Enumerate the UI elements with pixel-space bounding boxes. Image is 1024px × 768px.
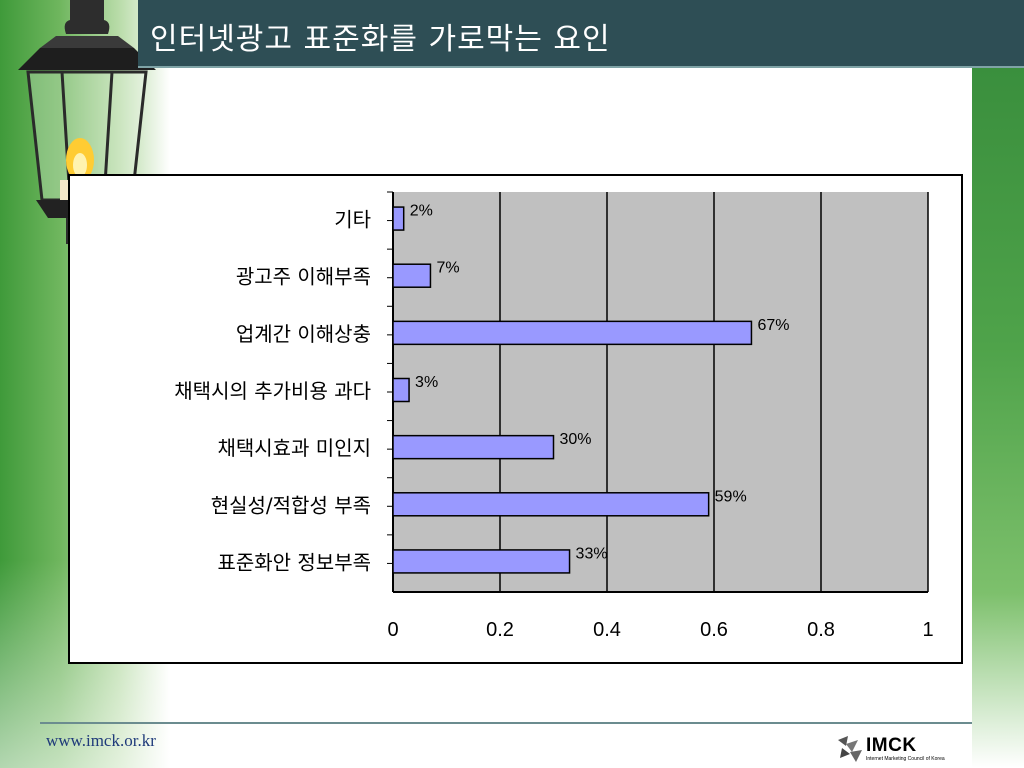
x-tick-label: 0.8: [807, 619, 835, 641]
data-label: 67%: [757, 317, 789, 334]
category-label: 채택시의 추가비용 과다: [174, 379, 371, 403]
x-tick-label: 0.2: [486, 619, 514, 641]
bar: [392, 206, 405, 231]
data-label: 59%: [715, 488, 747, 505]
bar: [392, 492, 710, 517]
footer-divider: [40, 722, 972, 724]
x-tick-label: 0.6: [700, 619, 728, 641]
chart-frame: 0 0.2 0.4 0.6 0.8 1 기타 2% 광고주 이해부족 7% 업계간 이해상충 67% 채…: [68, 174, 963, 664]
bar: [392, 320, 753, 346]
logo-text: IMCK: [866, 735, 917, 756]
bar: [392, 549, 571, 574]
category-label: 기타: [334, 208, 371, 232]
bar-chart: 0 0.2 0.4 0.6 0.8 1 기타 2% 광고주 이해부족 7% 업계간 이해상충 67% 채…: [174, 191, 934, 641]
logo-mark-icon: [838, 736, 862, 762]
data-label: 7%: [436, 260, 459, 277]
data-label: 33%: [576, 545, 608, 562]
category-label: 광고주 이해부족: [236, 265, 371, 289]
category-label: 채택시효과 미인지: [217, 436, 371, 460]
x-tick-label: 1: [922, 619, 933, 641]
data-label: 30%: [560, 431, 592, 448]
data-label: 2%: [410, 203, 433, 220]
data-label: 3%: [415, 374, 438, 391]
right-green-strip: [972, 68, 1024, 768]
footer-url[interactable]: www.imck.or.kr: [46, 731, 156, 750]
bar: [392, 263, 432, 288]
plot-area: [393, 192, 928, 592]
category-label: 표준화안 정보부족: [217, 550, 371, 574]
category-label: 업계간 이해상충: [236, 322, 371, 346]
category-label: 현실성/적합성 부족: [211, 493, 371, 517]
bar: [392, 377, 410, 403]
page-title: 인터넷광고 표준화를 가로막는 요인: [150, 22, 611, 57]
title-bar: [138, 0, 1024, 68]
bar: [392, 434, 555, 460]
x-tick-label: 0: [387, 619, 398, 641]
x-tick-label: 0.4: [593, 619, 621, 641]
logo-subtext: Internet Marketing Council of Korea: [866, 756, 945, 762]
imck-logo: IMCK Internet Marketing Council of Korea: [836, 734, 966, 766]
